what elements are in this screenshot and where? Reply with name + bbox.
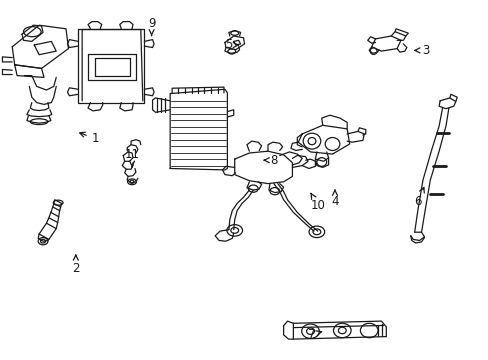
Ellipse shape	[38, 238, 48, 245]
Text: 9: 9	[147, 17, 155, 36]
Text: 10: 10	[310, 193, 325, 212]
Text: 1: 1	[80, 132, 99, 145]
Text: 8: 8	[264, 154, 277, 167]
Text: 4: 4	[330, 189, 338, 208]
Text: 6: 6	[413, 188, 424, 208]
Ellipse shape	[226, 225, 242, 236]
Text: 2: 2	[72, 255, 80, 275]
Text: 11: 11	[124, 148, 139, 167]
Text: 3: 3	[414, 44, 428, 57]
Ellipse shape	[308, 226, 324, 238]
Text: 7: 7	[307, 328, 321, 341]
Text: 5: 5	[224, 39, 238, 51]
